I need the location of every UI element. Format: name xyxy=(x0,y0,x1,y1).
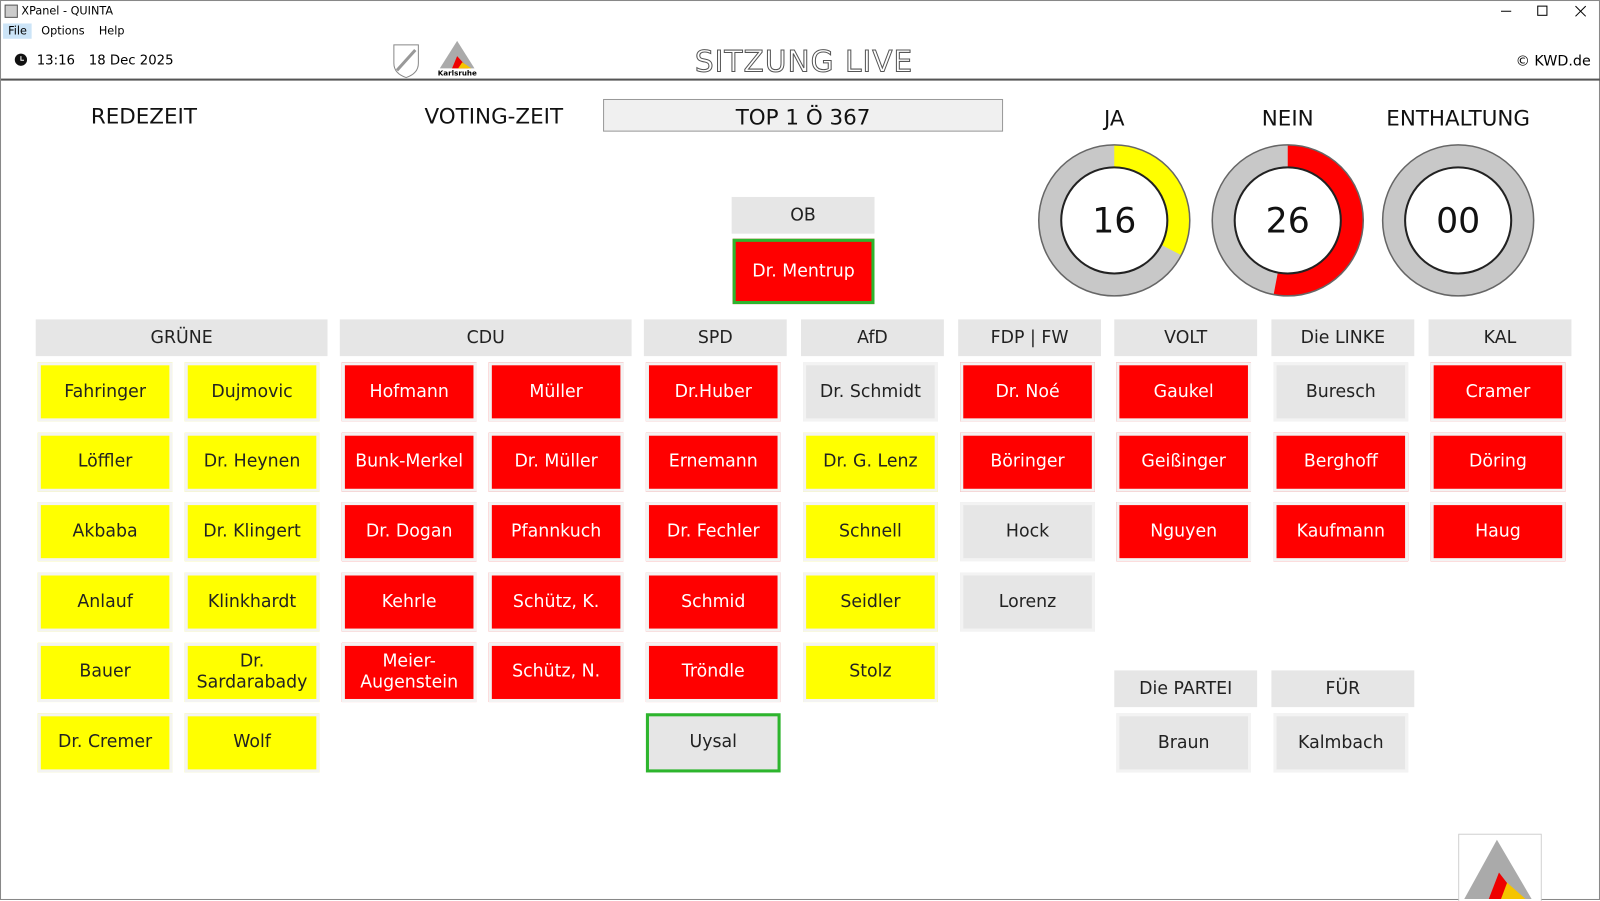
member-button: Kehrle xyxy=(341,572,477,632)
menu-item[interactable]: File xyxy=(3,23,33,39)
vote-count: 16 xyxy=(1092,202,1136,242)
member-button: Wolf xyxy=(184,712,320,772)
member-button: Schütz, K. xyxy=(488,572,624,632)
member-button: Tröndle xyxy=(645,642,781,702)
ring-center xyxy=(1233,166,1342,275)
member-button: Stolz xyxy=(803,642,938,702)
footer-logo xyxy=(1458,833,1542,901)
ring-arc xyxy=(1212,144,1364,296)
date: 18 Dec 2025 xyxy=(88,53,174,69)
vote-count: 26 xyxy=(1266,202,1310,242)
group-header: Die PARTEI xyxy=(1114,670,1258,708)
member-button: Dr. Noé xyxy=(960,362,1095,422)
menu-item[interactable]: Options xyxy=(41,24,85,38)
vote-label: JA xyxy=(1102,107,1125,132)
member-button: Dr. Müller xyxy=(488,432,624,492)
logo-text: Karlsruhe xyxy=(437,69,477,78)
member-button: Seidler xyxy=(803,572,938,632)
member-button: Dr. Schmidt xyxy=(803,362,938,422)
member-button: Gaukel xyxy=(1116,362,1252,422)
member-button: Uysal xyxy=(645,712,781,772)
member-button: Dr.Huber xyxy=(645,362,781,422)
member-button: Nguyen xyxy=(1116,502,1252,562)
member-button: Dr. Dogan xyxy=(341,502,477,562)
member-button: Haug xyxy=(1430,502,1566,562)
member-button: Klinkhardt xyxy=(184,572,320,632)
member-button: Ernemann xyxy=(645,432,781,492)
member-button: Dr. Fechler xyxy=(645,502,781,562)
ring-track xyxy=(1382,144,1534,296)
group-header: FÜR xyxy=(1271,670,1415,708)
member-button: Bauer xyxy=(37,642,173,702)
vote-label: ENTHALTUNG xyxy=(1386,107,1530,132)
member-button: Hock xyxy=(960,502,1095,562)
member-button: Dr. Klingert xyxy=(184,502,320,562)
member-button: Döring xyxy=(1430,432,1566,492)
window-title: XPanel - QUINTA xyxy=(21,4,114,18)
member-button: Dr. Heynen xyxy=(184,432,320,492)
member-button: Müller xyxy=(488,362,624,422)
vote-counters: JA 16 NEIN 26 ENTHALTUNG 00 xyxy=(1038,107,1535,297)
group-header: GRÜNE xyxy=(35,319,328,357)
member-button: Geißinger xyxy=(1116,432,1252,492)
member-button: Akbaba xyxy=(37,502,173,562)
member-button: Löffler xyxy=(37,432,173,492)
header-bar xyxy=(1,40,1600,81)
ring-outline xyxy=(1038,144,1191,297)
agenda-item: TOP 1 Ö 367 xyxy=(603,98,1004,132)
member-button: Kaufmann xyxy=(1273,502,1409,562)
city-crest xyxy=(393,44,419,79)
member-button: Bunk-Merkel xyxy=(341,432,477,492)
ring-outline xyxy=(1381,144,1535,297)
member-button: Anlauf xyxy=(37,572,173,632)
member-button: Dr. G. Lenz xyxy=(803,432,938,492)
app-icon xyxy=(4,4,18,18)
copyright: © KWD.de xyxy=(1515,53,1591,70)
ring-center xyxy=(1060,166,1169,275)
member-button: Pfannkuch xyxy=(488,502,624,562)
member-button: Berghoff xyxy=(1273,432,1409,492)
window-controls[interactable] xyxy=(1491,1,1600,21)
member-button: Lorenz xyxy=(960,572,1095,632)
ring-outline xyxy=(1211,144,1365,297)
member-button: Dujmovic xyxy=(184,362,320,422)
ring-center xyxy=(1404,166,1513,275)
clock-icon xyxy=(14,53,28,66)
time: 13:16 xyxy=(36,53,75,69)
member-button: Buresch xyxy=(1273,362,1409,422)
member-button: Meier-Augenstein xyxy=(341,642,477,702)
vote-count: 00 xyxy=(1436,202,1480,242)
member-button: Braun xyxy=(1116,713,1252,773)
member-button: Schnell xyxy=(803,502,938,562)
member-button: Dr. Sardarabady xyxy=(184,642,320,702)
member-button: Hofmann xyxy=(341,362,477,422)
member-button: Kalmbach xyxy=(1273,713,1409,773)
group-header: Die LINKE xyxy=(1271,319,1415,357)
ring-arc xyxy=(1038,144,1190,296)
member-button: Cramer xyxy=(1430,362,1566,422)
group-header: VOLT xyxy=(1114,319,1258,357)
member-button: Dr. Mentrup xyxy=(732,238,875,305)
group-header: AfD xyxy=(801,319,944,357)
menu-item[interactable]: Help xyxy=(98,24,125,38)
speaking-time-label: REDEZEIT xyxy=(90,104,197,129)
group-header: SPD xyxy=(643,319,787,357)
logo xyxy=(439,40,475,69)
group-header: OB xyxy=(731,196,875,234)
page-title: SITZUNG LIVE xyxy=(694,43,914,79)
group-header: CDU xyxy=(339,319,632,357)
member-button: Schütz, N. xyxy=(488,642,624,702)
voting-time-label: VOTING-ZEIT xyxy=(424,104,564,129)
member-button: Dr. Cremer xyxy=(37,712,173,772)
group-header: FDP | FW xyxy=(958,319,1102,357)
group-header: KAL xyxy=(1428,319,1572,357)
vote-label: NEIN xyxy=(1262,107,1314,132)
member-button: Schmid xyxy=(645,572,781,632)
member-button: Böringer xyxy=(960,432,1095,492)
member-button: Fahringer xyxy=(37,362,173,422)
